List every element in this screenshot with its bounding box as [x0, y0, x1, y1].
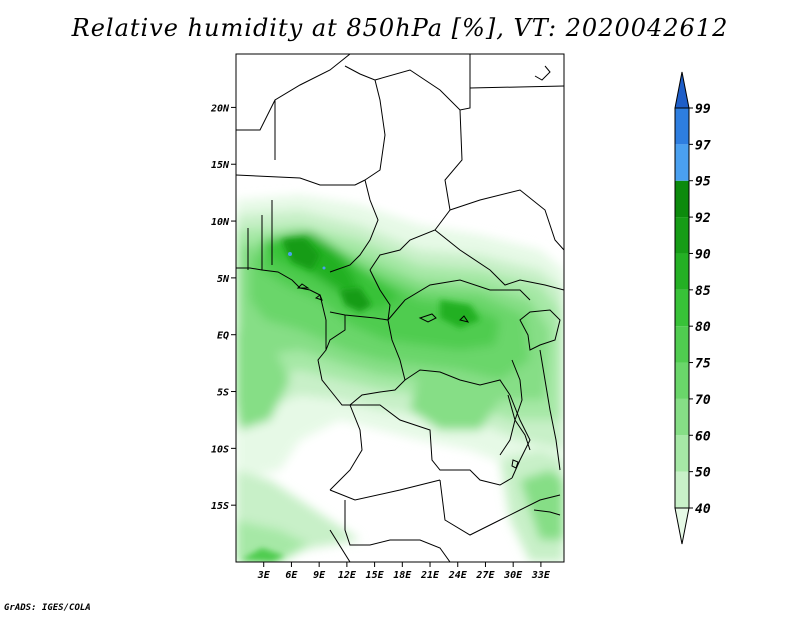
lon-tick-label: 12E	[338, 570, 357, 581]
lon-tick-label: 21E	[420, 570, 440, 581]
humidity-field	[236, 54, 564, 562]
colorbar-label: 75	[695, 357, 711, 372]
latitude-axis: 20N 15N 10N 5N EQ 5S 10S 15S	[210, 103, 236, 512]
colorbar-segment	[675, 144, 689, 181]
colorbar-segment	[675, 398, 689, 436]
colorbar-segment	[675, 253, 689, 290]
chart-title: Relative humidity at 850hPa [%], VT: 202…	[71, 14, 729, 42]
lat-tick-label: 15S	[211, 501, 229, 512]
lon-tick-label: 15E	[366, 570, 385, 581]
colorbar-label: 99	[695, 102, 711, 117]
lat-tick-label: 20N	[210, 103, 230, 114]
colorbar-segment	[675, 180, 689, 218]
colorbar: 40 50 60 70 75 80 85 90 92 95 97 99	[674, 71, 711, 545]
colorbar-label: 70	[695, 393, 711, 408]
lon-tick-label: 3E	[257, 570, 271, 581]
colorbar-label: 85	[695, 284, 711, 299]
colorbar-label: 97	[695, 138, 711, 153]
lat-tick-label: 10N	[211, 217, 230, 228]
colorbar-segment	[675, 289, 689, 327]
colorbar-segment	[675, 362, 689, 399]
map-frame	[235, 53, 565, 563]
colorbar-high-extension	[674, 71, 690, 109]
colorbar-segment	[675, 471, 689, 508]
colorbar-segment	[675, 217, 689, 254]
lat-tick-label: EQ	[217, 331, 229, 342]
lon-tick-label: 27E	[475, 570, 495, 581]
lat-tick-label: 5N	[217, 274, 230, 285]
colorbar-label: 95	[695, 175, 711, 190]
lon-tick-label: 18E	[393, 570, 412, 581]
colorbar-label: 40	[695, 502, 711, 517]
longitude-axis: 3E 6E 9E 12E 15E 18E 21E 24E 27E 30E 33E	[257, 562, 551, 581]
colorbar-label: 50	[695, 466, 711, 481]
colorbar-label: 80	[695, 320, 711, 335]
lon-tick-label: 33E	[531, 570, 551, 581]
grads-credit: GrADS: IGES/COLA	[4, 603, 91, 613]
lat-tick-label: 15N	[211, 160, 230, 171]
lat-tick-label: 5S	[217, 388, 229, 399]
colorbar-segment	[675, 108, 689, 145]
lon-tick-label: 9E	[313, 570, 326, 581]
colorbar-label: 90	[695, 247, 711, 262]
lon-tick-label: 30E	[503, 570, 523, 581]
colorbar-segment	[675, 326, 689, 363]
lat-tick-label: 10S	[211, 444, 229, 455]
colorbar-label: 92	[695, 211, 711, 226]
colorbar-label: 60	[695, 429, 711, 444]
lon-tick-label: 6E	[285, 570, 298, 581]
colorbar-low-extension	[674, 507, 690, 545]
colorbar-segment	[675, 435, 689, 472]
lon-tick-label: 24E	[448, 570, 468, 581]
country-borders	[236, 54, 564, 562]
